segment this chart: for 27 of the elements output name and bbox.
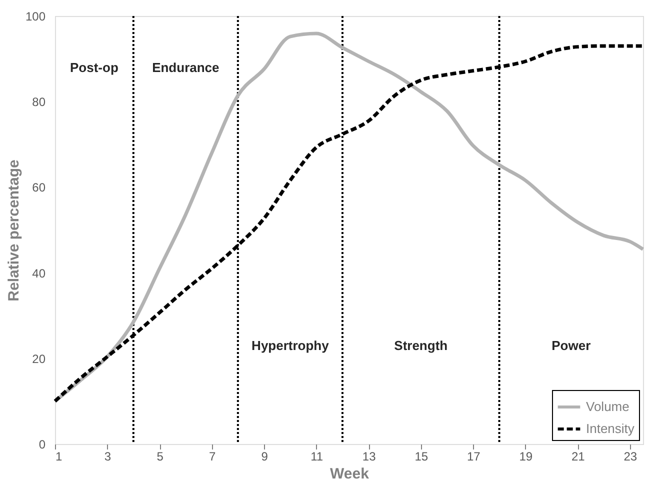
annotation: Endurance <box>152 60 220 75</box>
x-tick-label: 23 <box>624 450 638 464</box>
legend-label: Intensity <box>586 421 635 436</box>
x-tick-label: 9 <box>261 450 268 464</box>
x-tick-label: 5 <box>156 450 164 464</box>
x-tick-label: 7 <box>208 450 216 464</box>
x-tick-label: 15 <box>414 450 428 464</box>
x-tick-label: 19 <box>519 450 533 464</box>
annotation: Hypertrophy <box>252 338 330 353</box>
y-axis-title: Relative percentage <box>5 160 22 302</box>
x-axis-title: Week <box>330 466 370 482</box>
y-tick-label: 80 <box>32 95 46 110</box>
annotation: Post-op <box>70 60 118 75</box>
annotation: Strength <box>394 338 448 353</box>
x-tick-label: 1 <box>56 450 62 464</box>
annotation: Power <box>552 338 591 353</box>
y-tick-label: 20 <box>32 352 46 366</box>
x-tick-label: 11 <box>310 450 324 464</box>
y-tick-label: 100 <box>25 10 46 24</box>
y-tick-label: 40 <box>32 266 46 280</box>
x-tick-label: 3 <box>104 450 112 464</box>
x-tick-label: 13 <box>362 450 376 464</box>
y-tick-label: 60 <box>32 180 46 195</box>
legend-label: Volume <box>586 399 630 414</box>
x-tick-label: 21 <box>571 450 586 464</box>
x-tick-label: 17 <box>466 450 481 464</box>
y-tick-label: 0 <box>38 438 46 452</box>
